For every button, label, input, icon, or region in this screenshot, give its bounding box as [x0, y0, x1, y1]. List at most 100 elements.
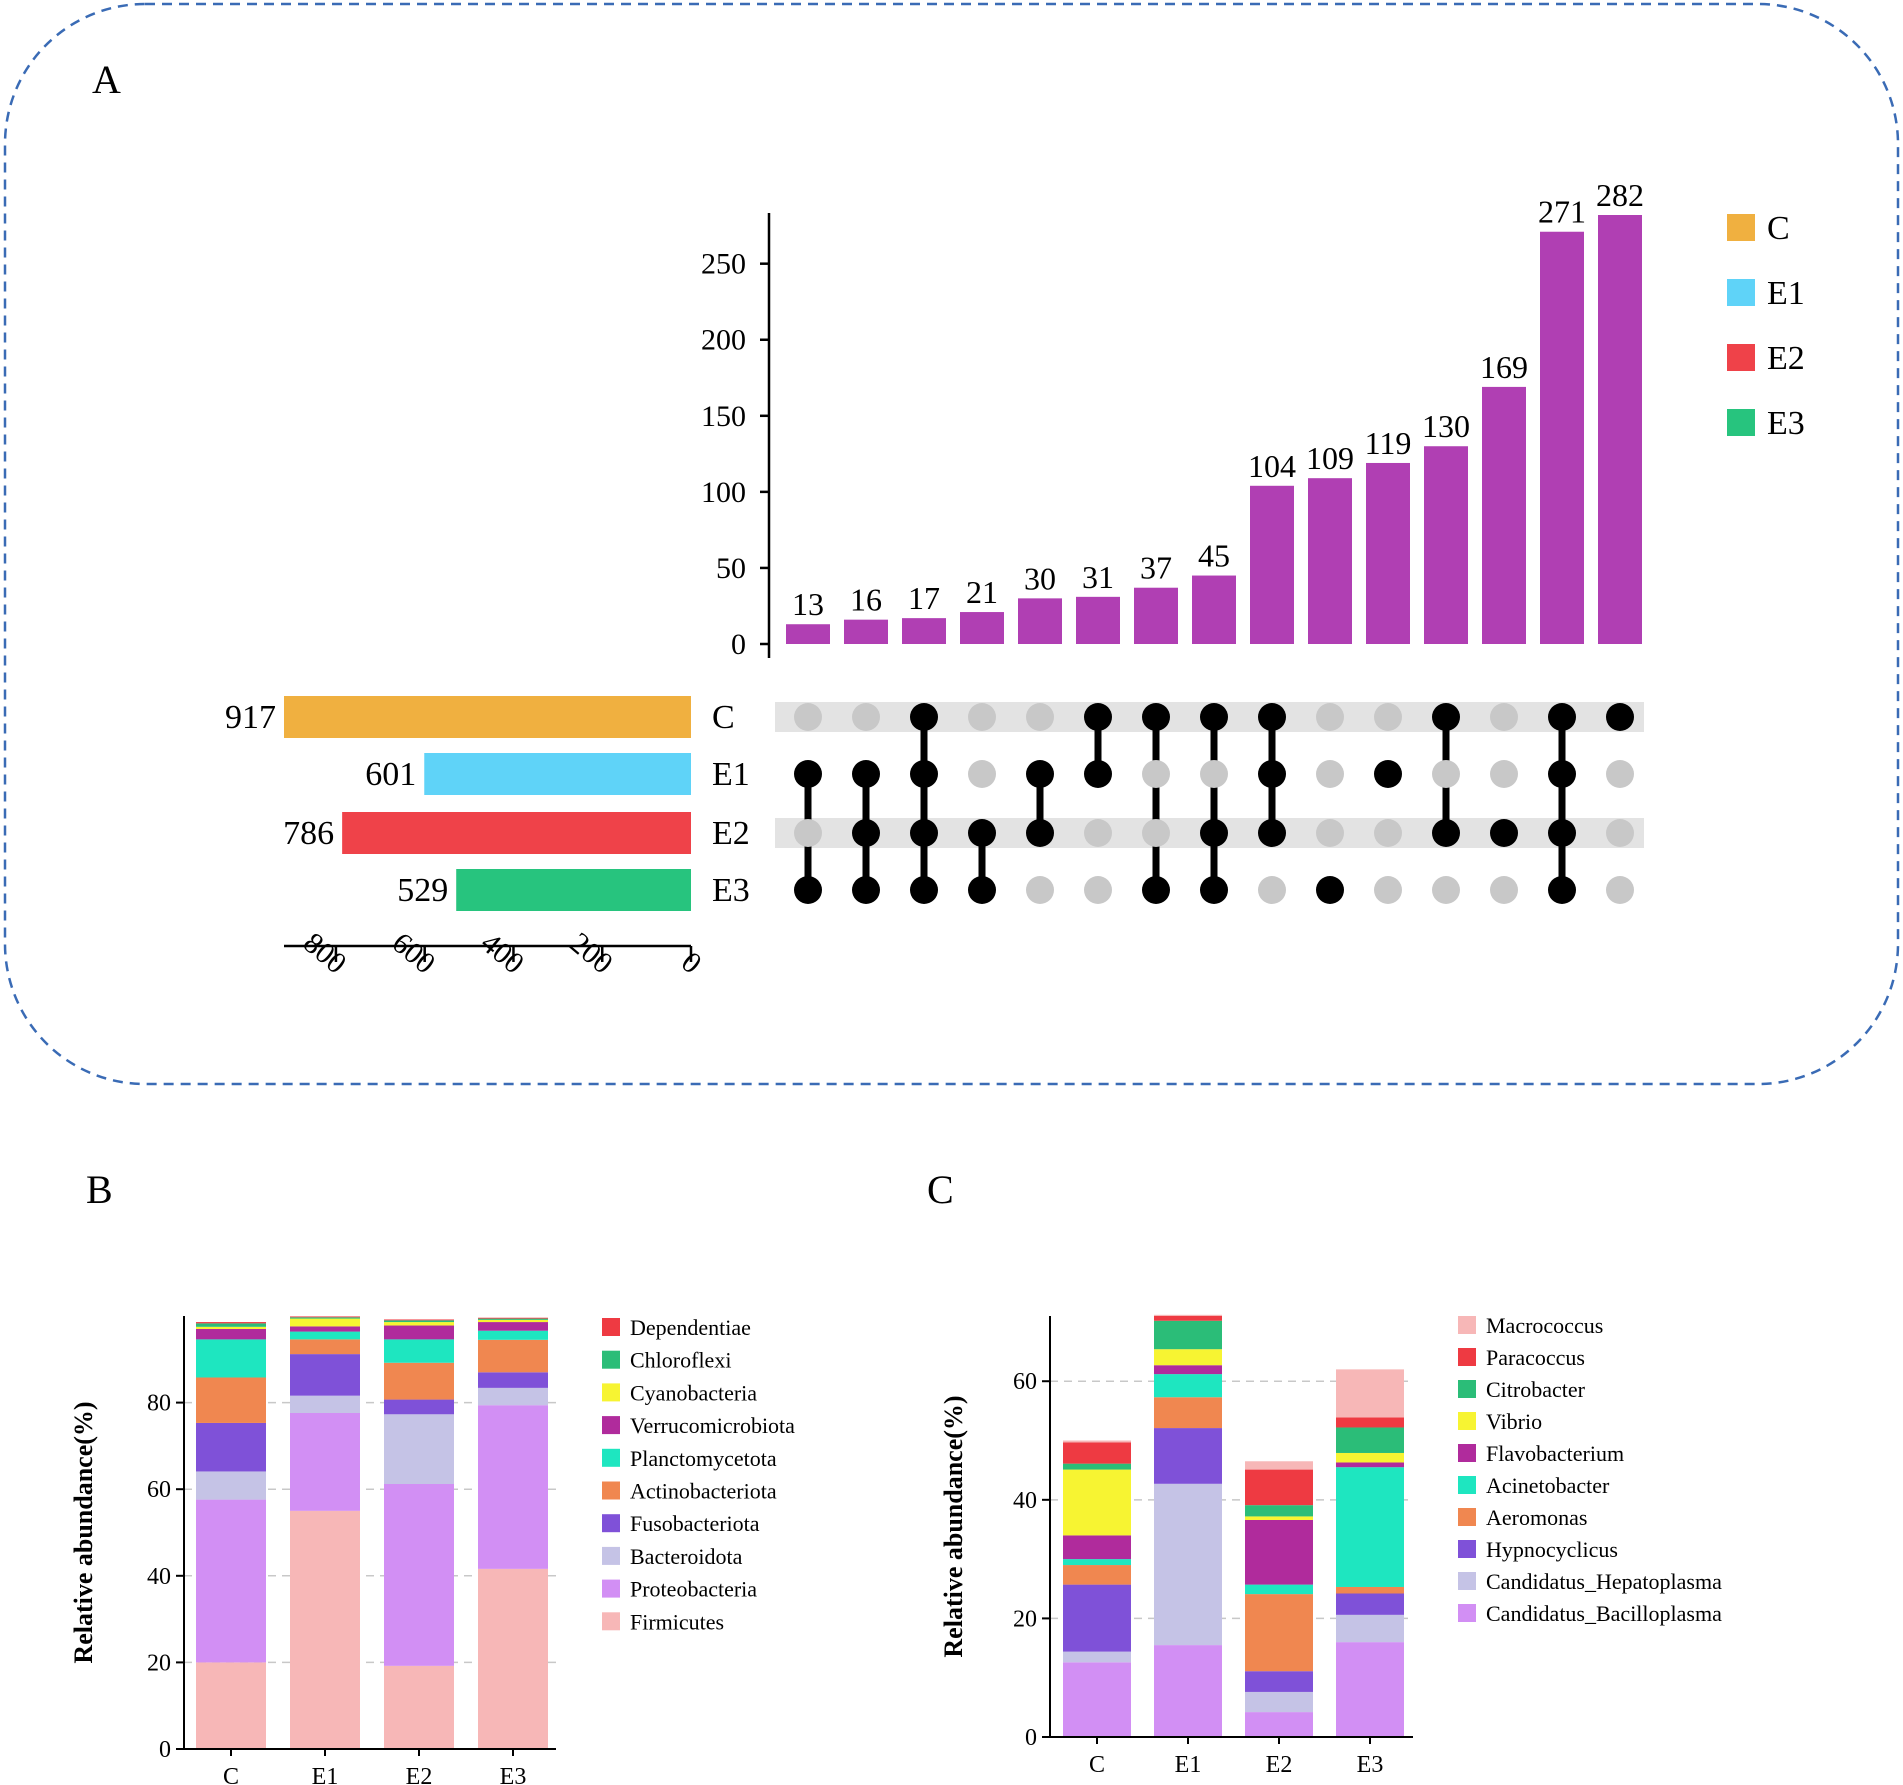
matrix-dot-filled [794, 760, 822, 788]
matrix-dot-filled [1200, 703, 1228, 731]
matrix-dot-empty [1490, 703, 1518, 731]
bar-segment [1245, 1712, 1313, 1737]
intersection-bar-label: 104 [1248, 448, 1296, 484]
matrix-dot-filled [910, 819, 938, 847]
bar-segment [196, 1422, 266, 1472]
set-size-label: 917 [225, 699, 276, 736]
legend-label: E3 [1767, 405, 1805, 442]
legend-swatch [602, 1612, 620, 1631]
matrix-dot-filled [968, 819, 996, 847]
legend-swatch [602, 1546, 620, 1565]
bar-segment [1245, 1691, 1313, 1713]
matrix-dot-empty [1316, 760, 1344, 788]
legend-swatch [1458, 1540, 1476, 1558]
set-size-axis-tick-label: 600 [386, 926, 442, 980]
bar-segment [1336, 1462, 1404, 1468]
matrix-dot-filled [1258, 819, 1286, 847]
intersection-bar [1192, 575, 1236, 644]
legend-label: Proteobacteria [630, 1577, 757, 1602]
legend-swatch [602, 1383, 620, 1402]
bar-segment [1154, 1314, 1222, 1316]
legend-label: Acinetobacter [1486, 1473, 1610, 1498]
legend-label: Chloroflexi [630, 1348, 731, 1373]
legend-label: Planctomycetota [630, 1446, 777, 1471]
legend-swatch [1727, 344, 1755, 371]
bar-segment [1336, 1614, 1404, 1643]
set-size-label: 786 [283, 815, 334, 852]
bar-segment [1336, 1593, 1404, 1615]
matrix-dot-empty [968, 760, 996, 788]
legend-label: Flavobacterium [1486, 1441, 1624, 1466]
intersection-bar-label: 37 [1140, 550, 1172, 586]
intersection-y-tick-label: 0 [731, 628, 746, 661]
bar-segment [1245, 1671, 1313, 1692]
x-tick-label: E1 [312, 1764, 339, 1785]
genus-stacked-bar-chart: C E1 E2 E3 0 20 40 60 Relative abundance(%) Macro… [939, 1313, 1722, 1778]
y-tick-label: 0 [1025, 1725, 1037, 1751]
matrix-dot-empty [1490, 876, 1518, 904]
intersection-bar [1308, 478, 1352, 644]
bar-segment [384, 1414, 454, 1485]
bar-segment [1336, 1417, 1404, 1428]
intersection-y-tick-label: 50 [716, 552, 746, 585]
bar-segment [290, 1331, 360, 1340]
bar-segment [478, 1330, 548, 1340]
matrix-dot-filled [1548, 819, 1576, 847]
legend-swatch [1458, 1572, 1476, 1590]
legend-label: Macrococcus [1486, 1313, 1603, 1338]
matrix-dot-empty [1026, 876, 1054, 904]
legend-swatch [602, 1514, 620, 1533]
bar-segment [1063, 1535, 1131, 1560]
bar-segment [1336, 1427, 1404, 1453]
intersection-bar-label: 130 [1422, 408, 1470, 444]
intersection-bar [1598, 215, 1642, 644]
legend-label: E1 [1767, 275, 1805, 312]
intersection-y-tick-label: 200 [701, 324, 746, 357]
x-tick-label: E1 [1175, 1752, 1202, 1778]
panel-a-frame [3, 2, 1900, 1086]
y-tick-label: 60 [147, 1477, 171, 1503]
y-axis-title: Relative abundance(%) [69, 1401, 98, 1663]
matrix-dot-filled [1316, 876, 1344, 904]
set-size-bar [456, 869, 691, 911]
matrix-dot-filled [852, 819, 880, 847]
bar-segment [290, 1412, 360, 1511]
intersection-bar-label: 17 [908, 580, 940, 616]
bar-segment [384, 1339, 454, 1363]
intersection-bar-label: 31 [1082, 559, 1114, 595]
legend-label: Vibrio [1486, 1409, 1542, 1434]
matrix-dot-empty [794, 703, 822, 731]
intersection-bar-label: 13 [792, 586, 824, 622]
bar-segment [1154, 1397, 1222, 1429]
matrix-dot-filled [852, 760, 880, 788]
intersection-bar-label: 119 [1365, 425, 1412, 461]
intersection-bar [902, 618, 946, 644]
matrix-dot-empty [1432, 876, 1460, 904]
intersection-bar [1250, 485, 1294, 644]
legend-label: Cyanobacteria [630, 1380, 757, 1405]
x-tick-label: E2 [1266, 1752, 1293, 1778]
legend-swatch [1727, 279, 1755, 306]
intersection-bar [1134, 587, 1178, 644]
bar-segment [290, 1339, 360, 1355]
set-size-axis-tick-label: 200 [563, 926, 619, 980]
matrix-dot-filled [1548, 876, 1576, 904]
x-tick-label: E3 [1357, 1752, 1384, 1778]
set-size-bar [424, 753, 691, 795]
intersection-bar-label: 21 [966, 574, 998, 610]
matrix-dot-empty [1258, 876, 1286, 904]
matrix-dot-filled [1432, 703, 1460, 731]
set-name-label: E3 [712, 872, 750, 909]
intersection-bar-label: 109 [1306, 440, 1354, 476]
intersection-bar [1482, 386, 1526, 644]
set-name-label: E2 [712, 815, 750, 852]
y-tick-label: 20 [147, 1650, 171, 1676]
matrix-dot-filled [794, 876, 822, 904]
x-tick-label: C [223, 1764, 239, 1785]
bar-segment [478, 1339, 548, 1373]
matrix-dot-empty [1316, 703, 1344, 731]
legend-label: C [1767, 210, 1790, 247]
matrix-dot-empty [1084, 819, 1112, 847]
bar-segment [290, 1316, 360, 1318]
matrix-dot-filled [968, 876, 996, 904]
